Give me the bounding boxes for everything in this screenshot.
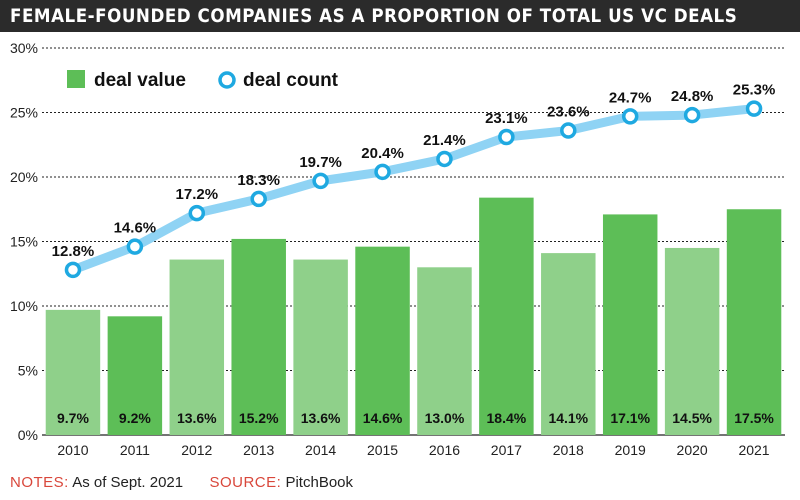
deal-count-point — [312, 172, 329, 190]
bar-value-label: 17.1% — [610, 410, 650, 426]
bar-value-label: 15.2% — [239, 410, 279, 426]
bar — [231, 238, 286, 435]
bar-value-label: 14.5% — [672, 410, 712, 426]
bar-value-label: 13.6% — [177, 410, 217, 426]
bar — [107, 316, 163, 435]
deal-count-point — [126, 238, 144, 255]
deal-count-label: 23.6% — [547, 104, 590, 121]
bar — [726, 209, 782, 435]
deal-count-label: 25.3% — [733, 82, 776, 99]
bar-value-label: 13.6% — [301, 410, 341, 426]
legend-label-deal-count: deal count — [243, 70, 339, 91]
deal-count-point — [560, 122, 577, 139]
deal-count-label: 12.8% — [52, 243, 95, 260]
deal-count-point — [374, 163, 391, 181]
deal-count-point — [436, 150, 453, 168]
x-tick-label: 2021 — [738, 442, 769, 458]
x-tick-label: 2010 — [57, 442, 88, 458]
deal-count-label: 24.7% — [609, 89, 652, 106]
deal-count-label: 23.1% — [485, 110, 528, 127]
x-tick-label: 2013 — [243, 442, 274, 458]
y-tick-label: 5% — [18, 363, 38, 379]
bar-value-label: 9.2% — [119, 410, 151, 426]
deal-count-point — [683, 106, 701, 124]
x-tick-label: 2016 — [429, 442, 460, 458]
point-labels: 12.8% 14.6% 17.2% 18.3% 19.7% 20.4% 21.4% 23.1%… — [52, 82, 776, 260]
deal-count-point — [745, 100, 763, 117]
bar — [355, 246, 410, 435]
bar — [293, 259, 348, 435]
y-tick-label: 0% — [18, 427, 38, 443]
deal-count-point — [64, 261, 82, 279]
legend-label-deal-value: deal value — [94, 70, 186, 91]
title-bar: FEMALE-FOUNDED COMPANIES AS A PROPORTION… — [0, 0, 800, 32]
chart-svg: 9.7% 9.2% 13.6% 15.2% 13.6% 14.6% 13.0% 18.4% 14… — [10, 40, 785, 458]
gridlines — [42, 47, 785, 436]
y-tick-label: 20% — [10, 169, 38, 185]
deal-count-label: 18.3% — [237, 172, 280, 189]
bar-value-label: 13.0% — [425, 410, 465, 426]
x-tick-label: 2012 — [181, 442, 212, 458]
legend-swatch-deal-value — [67, 70, 85, 88]
bar — [541, 253, 596, 435]
source-label: SOURCE: — [209, 474, 282, 491]
legend: deal value deal count — [67, 70, 339, 91]
deal-count-label: 19.7% — [299, 154, 342, 171]
x-tick-label: 2017 — [491, 442, 522, 458]
bar — [479, 197, 534, 435]
bar-value-label: 17.5% — [734, 410, 774, 426]
y-tick-label: 15% — [10, 234, 38, 250]
legend-marker-deal-count — [218, 71, 236, 89]
bar-value-label: 9.7% — [57, 410, 89, 426]
bar — [417, 267, 472, 435]
y-tick-label: 30% — [10, 40, 38, 56]
deal-count-point — [188, 204, 206, 222]
bar — [664, 247, 720, 435]
x-tick-label: 2020 — [677, 442, 708, 458]
line-layer — [64, 100, 763, 279]
footer: NOTES: As of Sept. 2021 SOURCE: PitchBoo… — [10, 474, 353, 491]
deal-count-point — [498, 128, 515, 146]
bar-labels: 9.7% 9.2% 13.6% 15.2% 13.6% 14.6% 13.0% 18.4% 14… — [57, 410, 774, 426]
deal-count-line — [68, 104, 759, 275]
bar-value-label: 18.4% — [487, 410, 527, 426]
deal-count-point — [250, 190, 267, 208]
bar — [602, 214, 658, 435]
y-tick-labels: 0% 5% 10% 15% 20% 25% 30% — [10, 40, 38, 443]
deal-count-label: 14.6% — [114, 220, 157, 237]
x-tick-label: 2018 — [553, 442, 584, 458]
x-tick-label: 2015 — [367, 442, 398, 458]
y-tick-label: 10% — [10, 298, 38, 314]
y-tick-label: 25% — [10, 105, 38, 121]
deal-count-point — [621, 108, 639, 125]
bars — [45, 197, 782, 435]
x-tick-label: 2011 — [120, 442, 150, 458]
bar — [169, 259, 225, 435]
x-tick-label: 2014 — [305, 442, 336, 458]
notes-text: As of Sept. 2021 — [72, 474, 184, 491]
bar-value-label: 14.6% — [363, 410, 403, 426]
bar-value-label: 14.1% — [548, 410, 588, 426]
x-tick-labels: 2010 2011 2012 2013 2014 2015 2016 2017 2018 2019… — [57, 442, 769, 458]
deal-count-label: 17.2% — [176, 186, 219, 203]
bar — [45, 309, 101, 435]
x-tick-label: 2019 — [615, 442, 646, 458]
deal-count-label: 24.8% — [671, 88, 714, 105]
chart-title: FEMALE-FOUNDED COMPANIES AS A PROPORTION… — [10, 5, 738, 27]
deal-count-label: 21.4% — [423, 132, 466, 149]
source-text: PitchBook — [285, 474, 354, 491]
notes-label: NOTES: — [10, 474, 69, 491]
deal-count-label: 20.4% — [361, 145, 404, 162]
